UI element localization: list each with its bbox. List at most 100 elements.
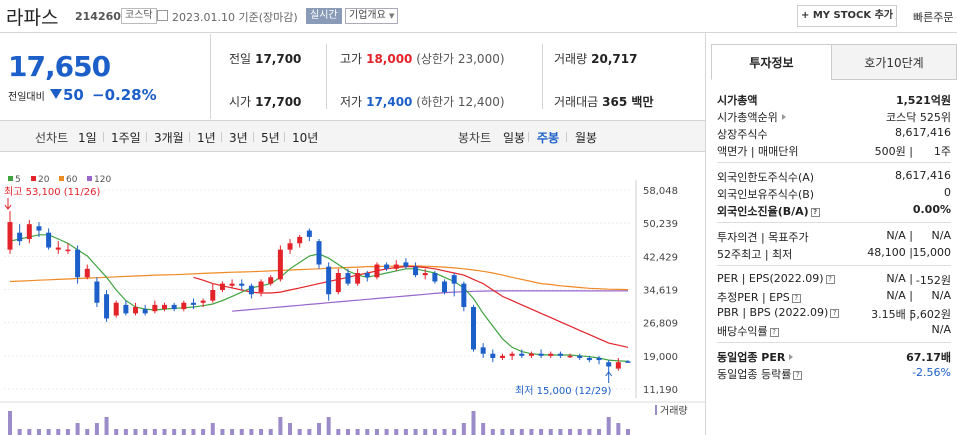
- tab-3m[interactable]: 3개월: [154, 131, 184, 145]
- annotations: 최고 53,100 (11/26) 최저 15,000 (12/29): [4, 186, 613, 397]
- info-row: PBR | BPS (2022.09)? 3.15배 | 5,602원: [717, 306, 951, 323]
- tab-investment-info[interactable]: 투자정보: [711, 44, 832, 80]
- candle-body: [335, 273, 341, 293]
- current-price: 17,650: [8, 50, 111, 83]
- help-icon[interactable]: ?: [791, 294, 801, 303]
- volume-bar: [46, 429, 51, 435]
- volume-bar: [626, 429, 630, 435]
- expand-triangle-icon[interactable]: [781, 114, 786, 120]
- help-icon[interactable]: ?: [810, 208, 820, 217]
- info-label: 추정PER | EPS?: [717, 289, 801, 305]
- candle-body: [451, 275, 457, 284]
- volume-bar: [394, 429, 399, 435]
- tab-1d[interactable]: 1일: [78, 131, 97, 145]
- prev-close: 전일 17,700: [229, 50, 301, 67]
- high-price: 고가 18,000 (상한가 23,000): [340, 50, 505, 67]
- candle-body: [625, 361, 631, 363]
- volume-bar: [326, 417, 331, 435]
- realtime-button[interactable]: 실시간: [306, 8, 342, 24]
- info-value: 코스닥 525위: [886, 111, 951, 124]
- tab-1y[interactable]: 1년: [197, 131, 216, 145]
- candle-body: [461, 283, 467, 307]
- info-value: -2.56%: [912, 366, 951, 379]
- candle-body: [422, 273, 428, 276]
- volume-bar: [220, 429, 225, 435]
- help-icon[interactable]: ?: [825, 275, 835, 284]
- tab-1w[interactable]: 1주일: [111, 131, 141, 145]
- info-value-secondary: N/A: [931, 289, 951, 302]
- volume: 거래량 20,717: [554, 50, 637, 67]
- volume-bar: [500, 429, 505, 435]
- tab-daily-candle[interactable]: 일봉: [503, 131, 526, 145]
- open-value: 17,700: [255, 95, 302, 109]
- price-chart[interactable]: 5 20 60 120 58,048 50,239 42,429 34,619 26,809 1…: [0, 170, 705, 435]
- volume-bar: [297, 429, 302, 435]
- corp-info-dropdown[interactable]: 기업개요 ▼: [345, 8, 399, 24]
- volume-bar: [606, 417, 611, 435]
- reference-date: 2023.01.10 기준(장마감): [172, 11, 298, 24]
- info-value: 8,617,416: [895, 169, 951, 182]
- candle-body: [75, 249, 81, 278]
- info-row: 동일업종 PER 67.17배: [717, 349, 951, 366]
- trade-amount: 거래대금 365 백만: [554, 93, 653, 110]
- tab-separator: [103, 132, 104, 142]
- candle-body: [104, 294, 110, 319]
- add-mystock-button[interactable]: + MY STOCK 추가: [797, 5, 897, 27]
- candle-body: [538, 353, 544, 356]
- info-separator: [717, 342, 951, 343]
- quick-order-link[interactable]: 빠른주문: [913, 11, 954, 24]
- volume-bar: [36, 429, 41, 435]
- y-tick-label: 58,048: [643, 186, 678, 197]
- info-row: 배당수익률? N/A: [717, 323, 951, 340]
- volume-bar: [519, 429, 524, 435]
- volume-bar: [481, 423, 486, 435]
- volume-bar: [268, 429, 273, 435]
- info-separator: [717, 265, 951, 266]
- volume-bar: [345, 429, 350, 435]
- candle-body: [374, 264, 380, 278]
- volume-legend-swatch: [655, 405, 657, 415]
- info-row: 외국인한도주식수(A) 8,617,416: [717, 169, 951, 186]
- help-icon[interactable]: ?: [769, 328, 779, 337]
- tab-10y[interactable]: 10년: [292, 131, 319, 145]
- info-value-secondary: -152원: [915, 274, 951, 287]
- y-tick-label: 19,000: [643, 352, 678, 363]
- candle-body: [384, 264, 390, 269]
- volume-bar: [568, 429, 573, 435]
- tab-orderbook-10[interactable]: 호가10단계: [831, 44, 957, 80]
- info-value: 67.17배: [906, 351, 951, 364]
- candle-body: [432, 273, 438, 282]
- tab-weekly-candle[interactable]: 주봉: [537, 131, 560, 145]
- candle-body: [36, 226, 42, 231]
- stock-code: 214260: [75, 10, 121, 23]
- volume-bar: [85, 429, 90, 435]
- tab-monthly-candle[interactable]: 월봉: [575, 131, 598, 145]
- prev-close-label: 전일: [229, 52, 252, 66]
- info-value-primary: N/A |: [886, 272, 913, 285]
- info-value-primary: 500원 |: [874, 145, 913, 158]
- info-value: N/A: [931, 323, 951, 336]
- tab-5y[interactable]: 5년: [261, 131, 280, 145]
- help-icon[interactable]: ?: [830, 309, 840, 318]
- help-icon[interactable]: ?: [793, 371, 803, 380]
- tab-3y[interactable]: 3년: [229, 131, 248, 145]
- calendar-icon: [157, 10, 168, 21]
- volume-bar: [384, 429, 389, 435]
- expand-triangle-icon[interactable]: [789, 354, 794, 360]
- volume-bar: [191, 429, 196, 435]
- candle-body: [528, 353, 534, 356]
- volume-bar: [17, 429, 22, 435]
- high-annotation: 최고 53,100 (11/26): [4, 186, 100, 198]
- tab-separator: [253, 132, 254, 142]
- info-value-secondary: N/A: [931, 229, 951, 242]
- candle-body: [499, 355, 505, 358]
- volume-bar: [587, 429, 592, 435]
- stock-header: 라파스 214260 코스닥 2023.01.10 기준(장마감) 실시간 기업…: [0, 0, 957, 33]
- candle-body: [219, 283, 225, 291]
- candle-body: [181, 302, 187, 310]
- volume-bar: [181, 429, 186, 435]
- candle-body: [55, 247, 61, 250]
- candle-body: [142, 309, 148, 314]
- legend-label-60: 60: [66, 175, 78, 185]
- volume-bar: [461, 423, 466, 435]
